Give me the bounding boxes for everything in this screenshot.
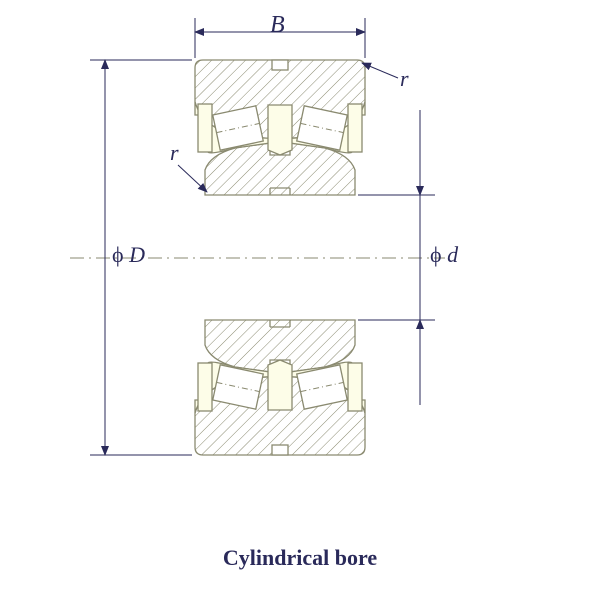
dim-r-left bbox=[178, 165, 207, 192]
diagram-container: B r r ϕ D ϕ d Cylindrical bore bbox=[0, 0, 600, 600]
label-phiD: ϕ D bbox=[112, 242, 145, 268]
lower-section bbox=[195, 320, 365, 455]
label-B: B bbox=[270, 12, 285, 39]
dim-r-top bbox=[362, 63, 398, 78]
label-r-top: r bbox=[400, 66, 409, 92]
bearing-drawing bbox=[0, 0, 600, 600]
caption: Cylindrical bore bbox=[0, 545, 600, 571]
label-phid: ϕ d bbox=[430, 242, 458, 268]
upper-section bbox=[195, 60, 365, 195]
label-r-left: r bbox=[170, 140, 179, 166]
